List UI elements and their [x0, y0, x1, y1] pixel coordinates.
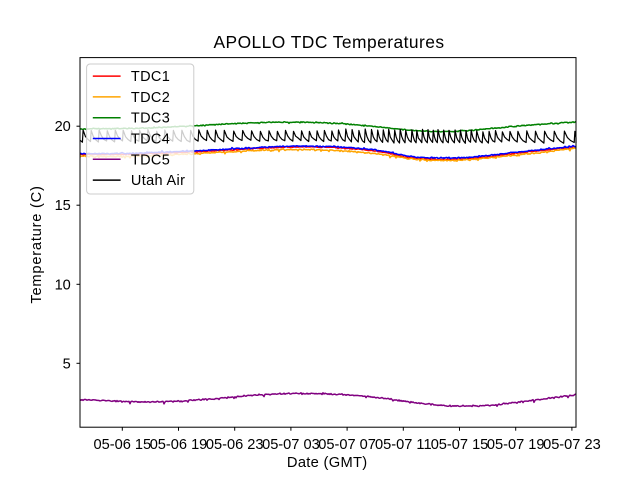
- svg-text:05-07 19: 05-07 19: [487, 437, 545, 453]
- svg-text:15: 15: [55, 198, 71, 214]
- svg-text:TDC3: TDC3: [131, 111, 170, 127]
- svg-text:05-06 23: 05-06 23: [206, 437, 264, 453]
- svg-text:05-07 07: 05-07 07: [318, 437, 376, 453]
- svg-text:TDC4: TDC4: [131, 132, 170, 148]
- svg-text:20: 20: [55, 119, 71, 135]
- svg-text:10: 10: [55, 277, 71, 293]
- svg-text:Date (GMT): Date (GMT): [287, 455, 368, 471]
- svg-text:TDC2: TDC2: [131, 90, 170, 106]
- svg-text:05-06 19: 05-06 19: [150, 437, 208, 453]
- svg-text:05-07 15: 05-07 15: [431, 437, 489, 453]
- svg-text:APOLLO TDC Temperatures: APOLLO TDC Temperatures: [213, 32, 444, 52]
- svg-text:05-07 23: 05-07 23: [543, 437, 601, 453]
- svg-text:Utah Air: Utah Air: [131, 173, 185, 189]
- svg-text:TDC1: TDC1: [131, 69, 170, 85]
- svg-text:05-06 15: 05-06 15: [93, 437, 151, 453]
- svg-text:Temperature (C): Temperature (C): [29, 185, 45, 303]
- svg-text:05-07 11: 05-07 11: [375, 437, 432, 453]
- svg-text:TDC5: TDC5: [131, 152, 170, 168]
- svg-text:5: 5: [63, 356, 71, 372]
- svg-text:05-07 03: 05-07 03: [262, 437, 320, 453]
